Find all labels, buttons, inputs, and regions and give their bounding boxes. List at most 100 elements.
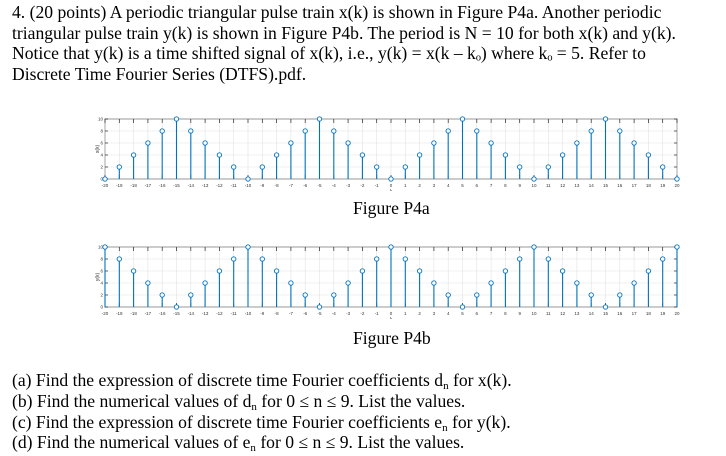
p4b-x-tick-label: -13 (202, 311, 209, 316)
p4a-stem-marker (474, 128, 480, 134)
p4a-stem-marker (374, 164, 380, 170)
p4b-stem-marker (173, 304, 180, 310)
p4b-stem (660, 256, 666, 307)
p4b-stem-marker (559, 268, 566, 274)
p4b-x-tick-label: -15 (173, 311, 180, 316)
p4b-x-tick-label: -7 (289, 311, 293, 316)
p4a-x-tick-label: 16 (617, 183, 623, 188)
p4b-x-tick-label: 11 (546, 311, 551, 316)
p4a-x-tick-label: 11 (546, 183, 551, 188)
p4b-stem (617, 292, 623, 307)
p4b-stem-marker (345, 280, 351, 286)
p4b-stem (231, 256, 237, 307)
problem-statement: 4. (20 points) A periodic triangular pul… (12, 2, 720, 84)
p4b-stem-marker (216, 268, 223, 274)
p4b-stem-marker (660, 256, 666, 262)
p4a-x-tick-label: -12 (216, 183, 223, 188)
p4a-x-tick-label: 2 (418, 183, 421, 188)
p4b-stem-marker (574, 280, 580, 286)
p4b-stem-marker (531, 244, 537, 250)
p4b-x-tick-label: 5 (461, 311, 464, 316)
p4a-stem (173, 116, 180, 179)
p4b-stem-marker (374, 256, 380, 262)
p4b-y-axis-label: y(k) (95, 273, 101, 282)
p4b-stem (631, 280, 637, 307)
p4b-stem (445, 292, 451, 307)
p4b-x-tick-label: 10 (531, 311, 537, 316)
p4a-stem (245, 176, 251, 182)
p4a-stem (130, 152, 137, 179)
p4b-x-tick-label: 17 (632, 311, 638, 316)
p4b-stem-marker (416, 268, 423, 274)
p4a-stem-marker (145, 140, 151, 146)
p4a-stem-marker (531, 176, 537, 182)
p4b-x-tick-label: 2 (418, 311, 421, 316)
p4b-stem-marker (517, 256, 523, 262)
p4b-stem-marker (130, 268, 137, 274)
p4b-x-tick-label: 15 (603, 311, 609, 316)
p4b-x-tick-label: 4 (447, 311, 450, 316)
p4b-x-tick-label: -17 (145, 311, 152, 316)
p4a-stem (116, 164, 122, 179)
p4a-x-tick-label: -5 (317, 183, 321, 188)
p4b-stem (502, 268, 509, 307)
p4a-stem (345, 140, 351, 179)
p4a-x-tick-label: 17 (632, 183, 638, 188)
p4b-stem (574, 280, 580, 307)
p4b-x-tick-label: -16 (159, 311, 166, 316)
p4a-x-tick-label: -9 (260, 183, 264, 188)
p4a-stem (202, 140, 208, 179)
p4b-stem-marker (631, 280, 637, 286)
p4a-stem-marker (545, 164, 551, 170)
p4b-x-tick-label: -12 (216, 311, 223, 316)
p4a-stem (445, 128, 451, 179)
p4b-x-tick-label: 16 (617, 311, 623, 316)
p4a-x-tick-label: -1 (375, 183, 379, 188)
p4b-stem-marker (645, 268, 652, 274)
p4b-x-tick-label: 18 (646, 311, 652, 316)
p4a-x-tick-label: 20 (674, 183, 680, 188)
p4a-x-tick-label: 14 (589, 183, 595, 188)
p4b-x-tick-label: -2 (360, 311, 364, 316)
p4b-x-tick-label: 3 (433, 311, 436, 316)
p4a-y-tick-label: 10 (98, 117, 104, 122)
p4a-stem-marker (273, 152, 280, 158)
p4a-stem (660, 164, 666, 179)
p4b-stem (459, 304, 466, 310)
p4b-x-tick-label: 8 (504, 311, 507, 316)
p4a-x-tick-label: -19 (116, 183, 123, 188)
p4a-stem-marker (231, 164, 237, 170)
p4b-stem (416, 268, 423, 307)
p4a-stem (188, 128, 194, 179)
p4a-y-tick-label: 6 (100, 141, 103, 146)
problem-line-4: Discrete Time Fourier Series (DTFS).pdf. (12, 63, 307, 84)
p4b-x-tick-label: -9 (260, 311, 264, 316)
p4a-y-tick-label: 0 (100, 177, 103, 182)
p4a-stem-marker (130, 152, 137, 158)
p4b-stem (645, 268, 652, 307)
p4b-x-tick-label: 9 (518, 311, 521, 316)
p4b-x-tick-label: -10 (245, 311, 252, 316)
p4a-x-tick-label: 9 (518, 183, 521, 188)
p4b-stem-marker (159, 292, 165, 298)
p4b-stem (559, 268, 566, 307)
p4b-stem (374, 256, 380, 307)
p4a-x-tick-label: -14 (188, 183, 195, 188)
p4b-x-tick-label: 14 (589, 311, 595, 316)
stem-plot-x: -20 -19 -18 -17 -16 -15 -14 -13 -12 -11 -10 -9 -8 -7-… (95, 116, 680, 191)
p4b-x-tick-label: -8 (275, 311, 279, 316)
p4b-x-tick-label: 7 (490, 311, 493, 316)
p4b-x-tick-label: 13 (574, 311, 580, 316)
question-c: (c) Find the expression of discrete time… (12, 411, 511, 434)
p4a-stem (502, 152, 509, 179)
p4b-stem (130, 268, 137, 307)
p4b-stem-marker (474, 292, 480, 298)
p4b-x-tick-label: -18 (130, 311, 137, 316)
p4b-stem (145, 280, 151, 307)
p4a-stem-marker (402, 164, 408, 170)
p4a-stem-marker (216, 152, 223, 158)
p4b-stem-marker (588, 292, 594, 298)
p4a-stem (559, 152, 566, 179)
p4a-stem (145, 140, 151, 179)
p4b-stem (259, 256, 265, 307)
